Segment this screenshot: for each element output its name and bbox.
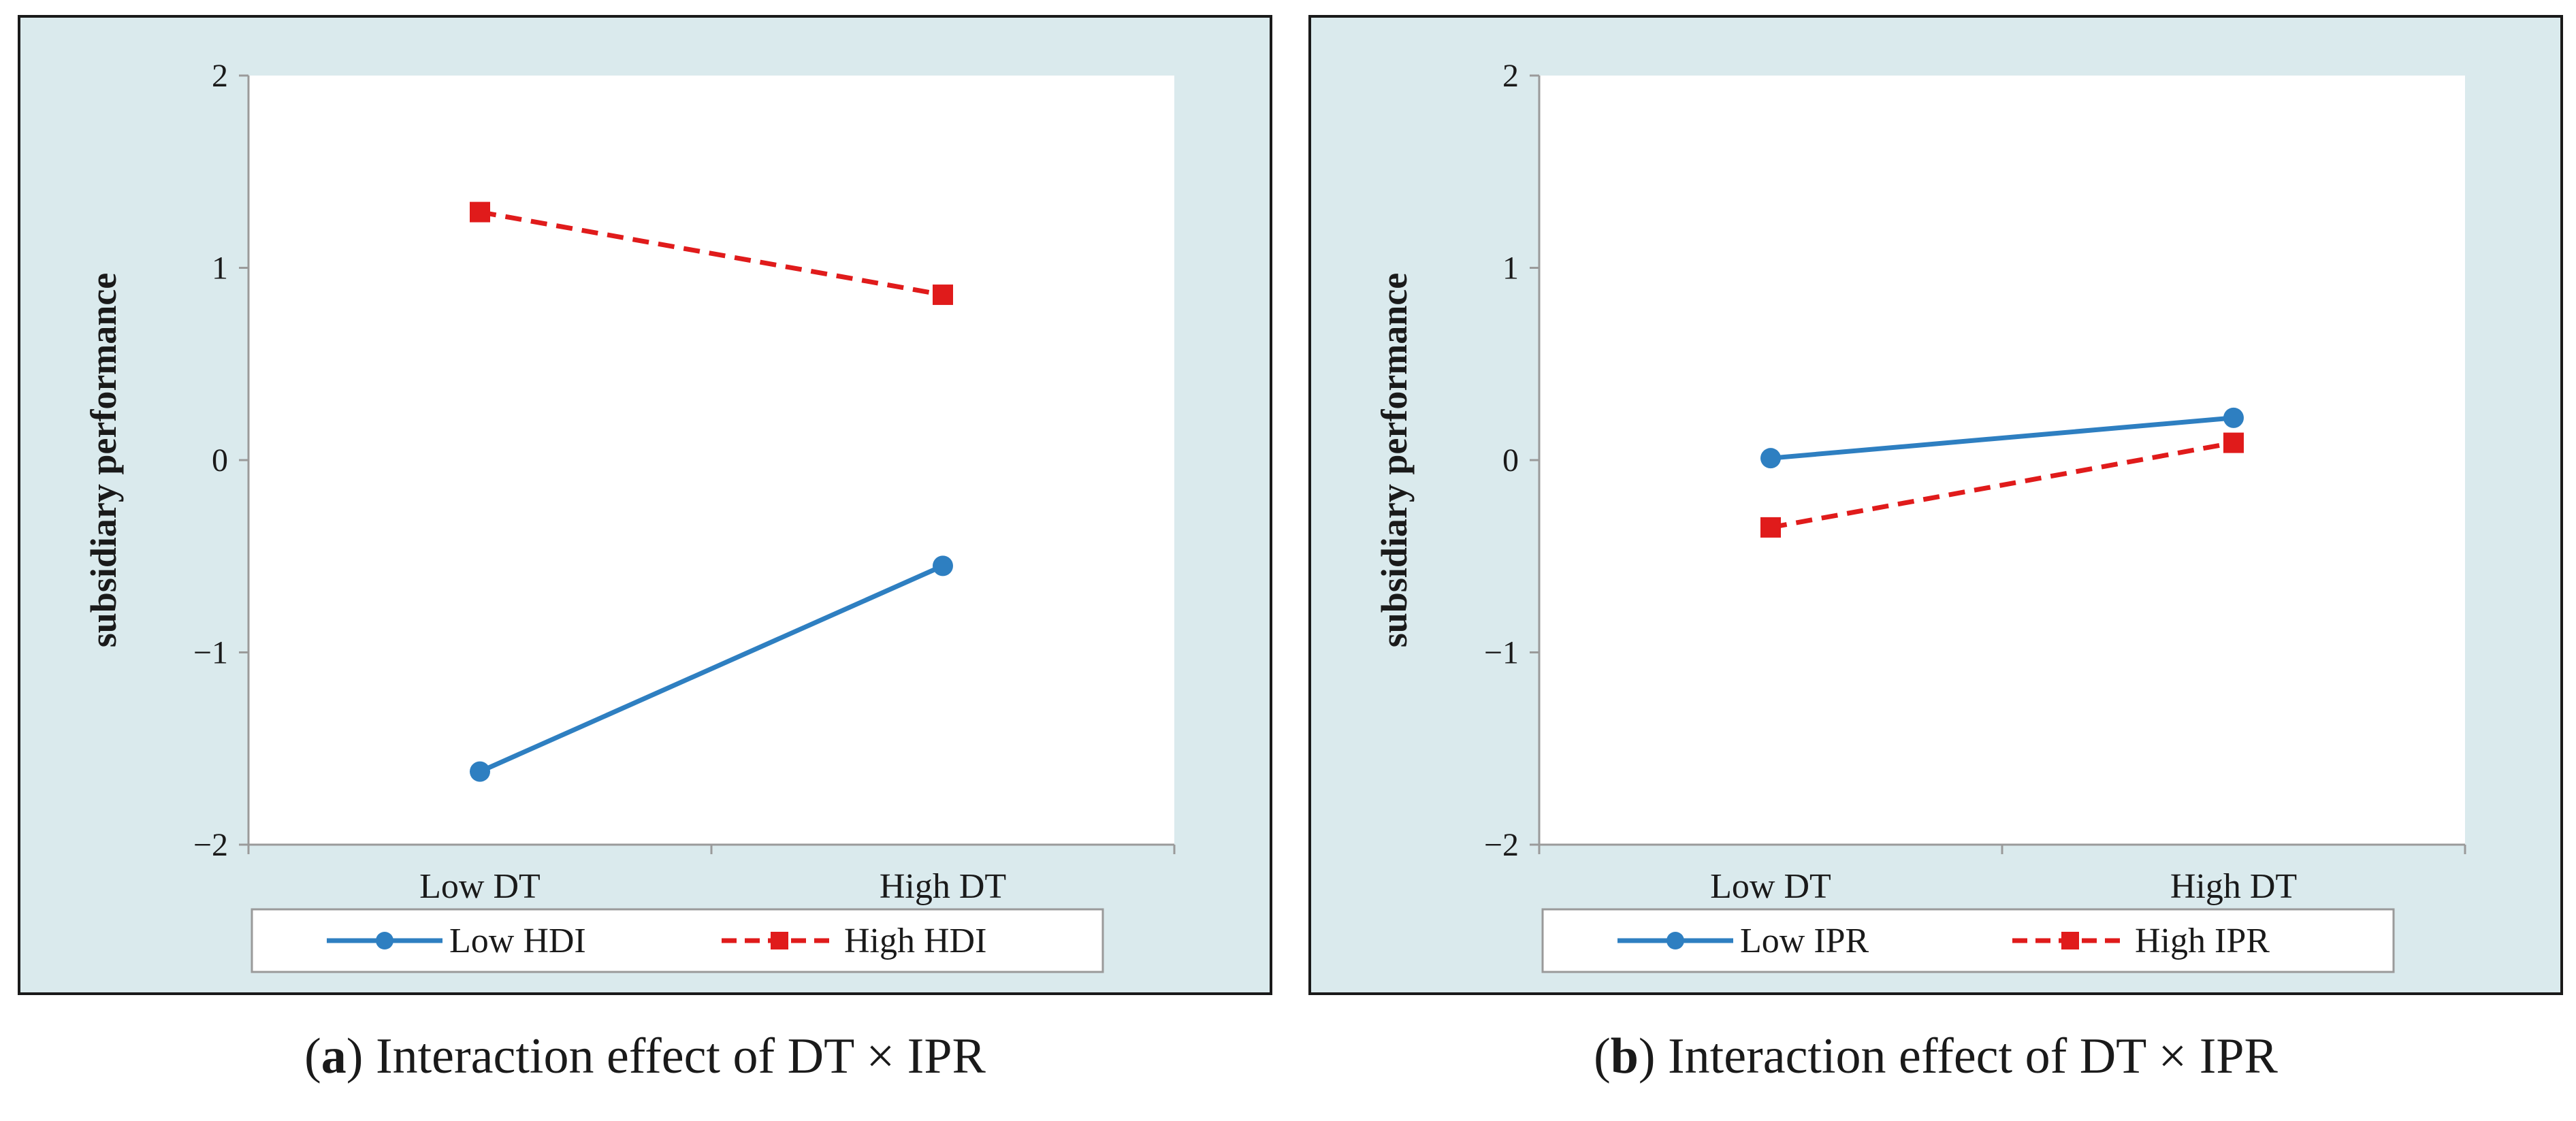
x-category-label: High DT: [880, 867, 1006, 906]
legend-marker-low: [1667, 932, 1684, 949]
caption-a: (a) Interaction effect of DT × IPR: [304, 1028, 986, 1084]
legend-marker-low: [376, 932, 393, 949]
caption-text: Interaction effect of DT × IPR: [1668, 1028, 2278, 1084]
y-tick-label: 1: [212, 250, 228, 287]
x-category-label: High DT: [2170, 867, 2297, 906]
data-point-high: [933, 285, 953, 306]
y-tick-label: 2: [212, 58, 228, 94]
caption-text: Interaction effect of DT × IPR: [375, 1028, 986, 1084]
legend-label-high: High HDI: [844, 922, 986, 960]
y-tick-label: 1: [1502, 250, 1519, 287]
data-point-low: [933, 555, 953, 576]
legend-marker-high: [2061, 932, 2079, 949]
x-category-label: Low DT: [1710, 867, 1831, 906]
legend-marker-high: [771, 932, 788, 949]
legend-label-low: Low HDI: [449, 922, 586, 960]
legend-label-low: Low IPR: [1740, 922, 1869, 960]
data-point-high: [1760, 517, 1781, 538]
data-point-high: [2223, 432, 2244, 453]
data-point-low: [2223, 407, 2244, 428]
series-line-low: [1770, 415, 2234, 461]
caption-letter: b: [1610, 1028, 1639, 1084]
data-point-low: [1760, 448, 1781, 469]
y-axis-title: subsidiary performance: [1374, 273, 1415, 647]
data-point-low: [470, 761, 490, 782]
y-tick-label: −2: [193, 827, 228, 863]
series-line-high: [1770, 440, 2234, 530]
data-point-high: [470, 201, 490, 223]
y-tick-label: 2: [1502, 58, 1519, 94]
legend-label-high: High IPR: [2135, 922, 2270, 960]
y-axis-title: subsidiary performance: [83, 273, 124, 647]
series-line-low: [479, 564, 944, 774]
series-line-high: [479, 210, 944, 297]
y-tick-label: −1: [1484, 635, 1519, 671]
caption-letter: a: [321, 1028, 347, 1084]
chart-panel-a: 2 1 0 −1 −2 Low DT High DT subsidiary perform…: [18, 15, 1272, 995]
chart-a-svg: 2 1 0 −1 −2 Low DT High DT subsidiary perform…: [83, 58, 1176, 973]
chart-b-svg: 2 1 0 −1 −2 Low DT High DT subsidiary perform…: [1374, 58, 2466, 973]
y-tick-label: 0: [212, 442, 228, 478]
y-tick-label: −2: [1484, 827, 1519, 863]
y-tick-label: 0: [1502, 442, 1519, 478]
caption-b: (b) Interaction effect of DT × IPR: [1594, 1028, 2278, 1084]
plot-area: [248, 76, 1174, 845]
plot-area: [1539, 76, 2465, 845]
y-tick-label: −1: [193, 635, 228, 671]
x-category-label: Low DT: [419, 867, 541, 906]
chart-panel-b: 2 1 0 −1 −2 Low DT High DT subsidiary perform…: [1308, 15, 2563, 995]
